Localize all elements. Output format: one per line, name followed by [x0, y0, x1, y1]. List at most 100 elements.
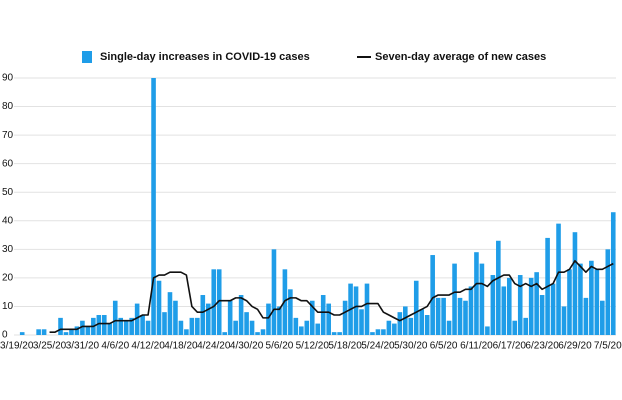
x-tick-label: 7/5/20	[594, 341, 622, 352]
bar	[304, 320, 310, 335]
bar	[463, 300, 468, 335]
bar	[386, 320, 392, 335]
x-tick-label: 5/18/20	[328, 341, 362, 352]
bar	[293, 317, 299, 335]
bar	[600, 300, 605, 335]
x-tick-label: 4/12/20	[131, 341, 165, 352]
bar	[556, 223, 561, 335]
bar	[331, 332, 337, 335]
bar	[299, 326, 304, 335]
bar	[501, 286, 507, 335]
bar	[151, 78, 156, 335]
bar	[211, 269, 217, 335]
y-tick-label: 10	[2, 301, 14, 312]
average-line	[49, 259, 614, 333]
y-tick-label: 30	[2, 244, 14, 255]
bar	[517, 275, 523, 335]
y-tick-label: 80	[2, 101, 14, 112]
bar	[134, 303, 140, 335]
x-tick-label: 5/30/20	[394, 341, 428, 352]
bar	[167, 292, 173, 335]
bar	[80, 320, 85, 335]
bar	[96, 315, 102, 335]
x-tick-label: 6/29/20	[558, 341, 592, 352]
bar	[594, 269, 600, 335]
bar	[457, 297, 463, 335]
bar	[58, 317, 63, 335]
bar	[227, 300, 233, 335]
legend-label: Seven-day average of new cases	[375, 51, 546, 63]
bar	[528, 277, 534, 335]
bar	[452, 263, 457, 335]
bar	[41, 329, 47, 335]
y-tick-label: 50	[2, 187, 14, 198]
x-tick-label: 6/23/20	[525, 341, 559, 352]
bar	[397, 312, 403, 335]
bar	[506, 277, 512, 335]
bar	[74, 326, 80, 335]
bar	[178, 320, 184, 335]
bar	[441, 297, 446, 335]
bar	[102, 315, 107, 335]
bar	[578, 263, 583, 335]
bar	[320, 295, 326, 335]
bar	[424, 315, 430, 335]
bar	[309, 300, 315, 335]
bar	[249, 320, 255, 335]
bar	[244, 312, 249, 335]
x-tick-label: 3/25/20	[33, 341, 67, 352]
bar	[364, 283, 370, 335]
bar	[123, 320, 129, 335]
bar	[140, 315, 145, 335]
bar	[36, 329, 41, 335]
bar	[315, 323, 321, 335]
bar	[534, 272, 539, 335]
bar	[112, 300, 118, 335]
bar	[189, 317, 195, 335]
bar	[277, 306, 282, 335]
y-tick-label: 90	[2, 73, 14, 84]
y-tick-label: 70	[2, 130, 14, 141]
bar	[353, 286, 359, 335]
x-tick-label: 3/31/20	[66, 341, 100, 352]
bar	[479, 263, 485, 335]
bar	[392, 323, 397, 335]
x-tick-label: 4/30/20	[230, 341, 264, 352]
y-tick-label: 60	[2, 158, 14, 169]
bar	[572, 232, 578, 335]
bar	[85, 326, 91, 335]
bar	[370, 332, 375, 335]
bar	[19, 332, 25, 335]
bar	[408, 317, 414, 335]
bar	[233, 320, 238, 335]
x-tick-label: 5/6/20	[266, 341, 294, 352]
x-tick-label: 4/18/20	[164, 341, 198, 352]
bar	[413, 280, 419, 335]
bar	[474, 252, 479, 335]
bar	[512, 320, 518, 335]
bar	[173, 300, 178, 335]
bar	[118, 317, 124, 335]
bar	[468, 286, 474, 335]
bar	[337, 332, 342, 335]
bar	[222, 332, 227, 335]
bar	[435, 297, 441, 335]
bar	[403, 306, 408, 335]
x-tick-label: 6/5/20	[430, 341, 458, 352]
x-tick-label: 6/11/20	[460, 341, 493, 352]
bar	[550, 283, 556, 335]
bar	[162, 312, 167, 335]
bar	[69, 329, 74, 335]
bar	[359, 309, 364, 335]
bar	[561, 306, 567, 335]
bar	[288, 289, 293, 335]
bar	[485, 326, 490, 335]
bar	[271, 249, 277, 335]
y-tick-label: 0	[2, 330, 8, 341]
bar	[375, 329, 381, 335]
bar	[216, 269, 222, 335]
bar	[583, 297, 589, 335]
bar	[200, 295, 206, 335]
y-tick-label: 20	[2, 273, 14, 284]
